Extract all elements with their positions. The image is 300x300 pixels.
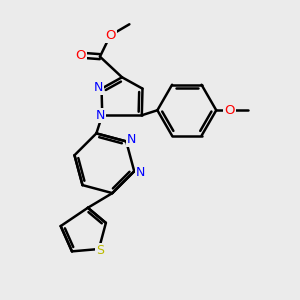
Text: N: N — [127, 134, 136, 146]
Text: O: O — [105, 29, 116, 42]
Text: S: S — [96, 244, 104, 257]
Text: N: N — [96, 109, 106, 122]
Text: N: N — [94, 81, 103, 94]
Text: N: N — [136, 166, 146, 179]
Text: O: O — [76, 49, 86, 62]
Text: O: O — [224, 104, 235, 117]
